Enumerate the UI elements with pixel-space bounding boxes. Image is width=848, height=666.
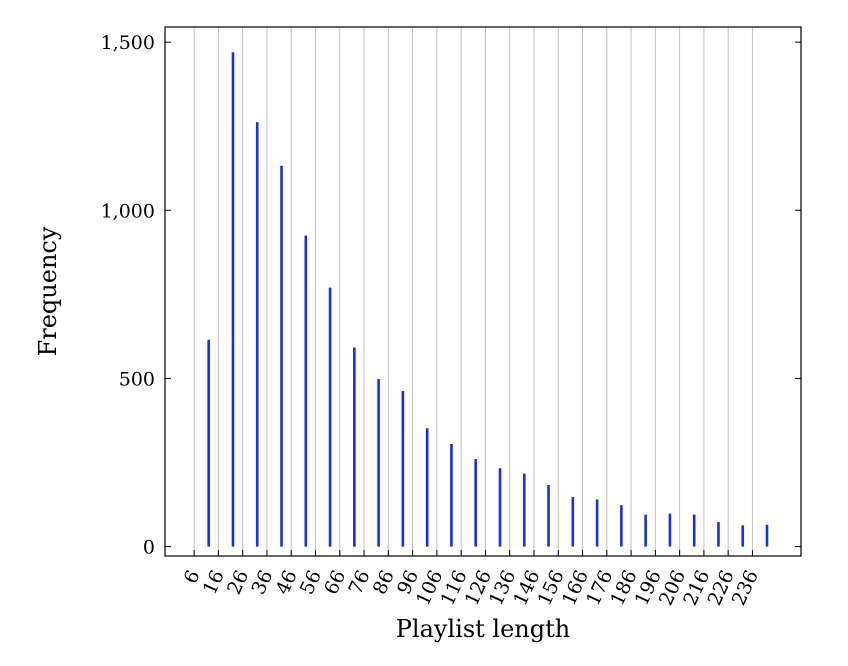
y-tick-label-0: 0 (143, 537, 155, 559)
grid-layer (193, 27, 753, 556)
x-tick-label-66: 66 (320, 567, 350, 598)
x-axis-title: Playlist length (396, 615, 570, 643)
x-tick-label-236: 236 (728, 567, 763, 609)
plot-frame (164, 26, 802, 557)
y-tick-label-1500: 1,500 (101, 32, 155, 54)
x-tick-label-76: 76 (344, 567, 374, 598)
x-tick-label-56: 56 (296, 567, 326, 598)
bar-layer (207, 52, 769, 547)
y-tick-label-500: 500 (119, 368, 155, 390)
y-tick-label-1000: 1,000 (101, 200, 155, 222)
x-tick-label-36: 36 (247, 567, 277, 598)
x-tick-label-86: 86 (369, 567, 399, 598)
x-tick-label-16: 16 (199, 567, 229, 598)
x-tick-label-46: 46 (272, 567, 302, 598)
y-axis-title: Frequency (34, 226, 62, 356)
x-tick-label-26: 26 (223, 567, 253, 598)
